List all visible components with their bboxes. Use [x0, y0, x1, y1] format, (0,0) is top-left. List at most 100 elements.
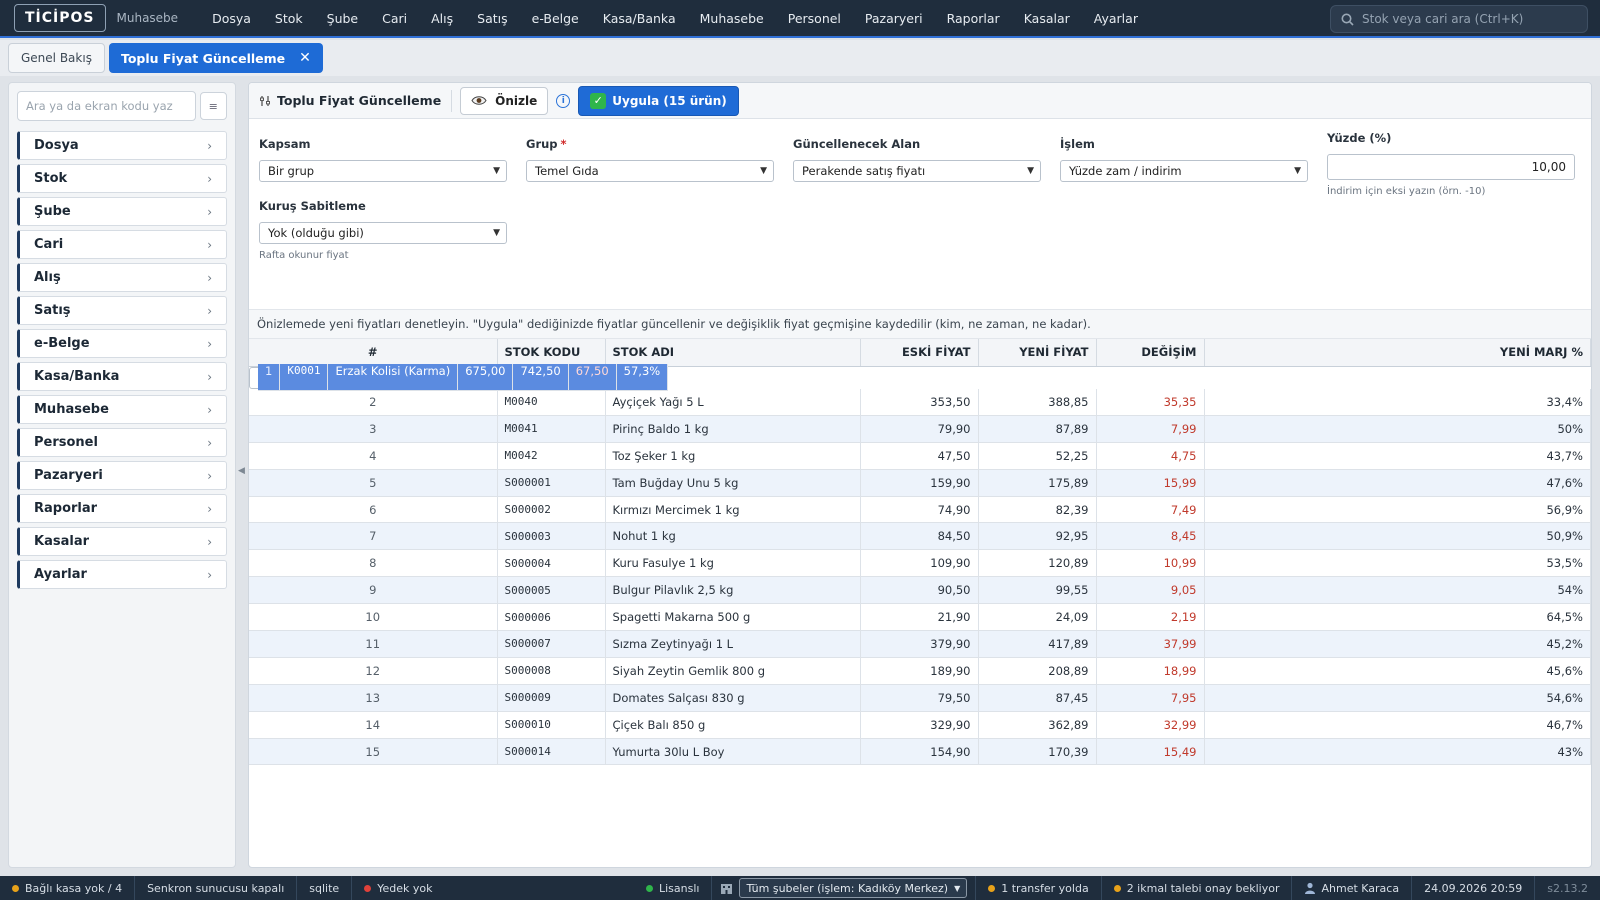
table-row[interactable]: 15 S000014 Yumurta 30lu L Boy 154,90 170,39 1…	[249, 738, 1591, 766]
sidebar-item-sube[interactable]: Şube ›	[17, 197, 227, 226]
col-index[interactable]: #	[249, 339, 498, 367]
close-icon[interactable]: ✕	[299, 50, 311, 66]
sidebar-item-dosya[interactable]: Dosya ›	[17, 131, 227, 160]
stock-name-cell: Pirinç Baldo 1 kg	[605, 415, 861, 443]
table-row[interactable]: 14 S000010 Çiçek Balı 850 g 329,90 362,89 32,…	[249, 711, 1591, 739]
table-row[interactable]: 7 S000003 Nohut 1 kg 84,50 92,95 8,45 50,9%	[249, 522, 1591, 551]
table-row[interactable]: 9 S000005 Bulgur Pilavlık 2,5 kg 90,50 99,55…	[249, 576, 1591, 605]
table-row[interactable]: 4 M0042 Toz Şeker 1 kg 47,50 52,25 4,75 43,7%	[249, 442, 1591, 470]
sidebar-item-kasalar[interactable]: Kasalar ›	[17, 527, 227, 556]
row-index-cell: 10	[249, 603, 498, 632]
main-menu: Dosya Stok Şube Cari Alış Satış e-Belge Kasa/Ba…	[200, 11, 1150, 26]
col-change[interactable]: DEĞİŞİM	[1096, 339, 1205, 367]
stock-name-cell: Tam Buğday Unu 5 kg	[605, 469, 861, 497]
col-new-margin[interactable]: YENİ MARJ %	[1204, 339, 1591, 367]
table-row[interactable]: 1 K0001 Erzak Kolisi (Karma) 675,00 742,50 67…	[249, 364, 669, 391]
sidebar-item-cari[interactable]: Cari ›	[17, 230, 227, 259]
sidebar-item-e-belge[interactable]: e-Belge ›	[17, 329, 227, 358]
menu-item-kasalar[interactable]: Kasalar	[1023, 10, 1070, 26]
new-margin-cell: 47,6%	[1204, 469, 1591, 497]
table-row[interactable]: 13 S000009 Domates Salçası 830 g 79,50 87,45…	[249, 684, 1591, 712]
group-select[interactable]: Temel Gıda ▼	[526, 160, 774, 182]
table-row[interactable]: 3 M0041 Pirinç Baldo 1 kg 79,90 87,89 7,99 50%	[249, 415, 1591, 443]
percent-input[interactable]	[1327, 154, 1575, 180]
status-backup[interactable]: Yedek yok	[352, 876, 444, 900]
old-price-cell: 79,50	[860, 684, 979, 712]
sidebar-item-muhasebe[interactable]: Muhasebe ›	[17, 395, 227, 424]
apply-button[interactable]: ✓ Uygula (15 ürün)	[578, 85, 739, 116]
col-old-price[interactable]: ESKİ FİYAT	[860, 339, 979, 367]
col-new-price[interactable]: YENİ FİYAT	[978, 339, 1097, 367]
new-price-cell: 120,89	[978, 549, 1097, 578]
menu-item-personel[interactable]: Personel	[787, 10, 841, 26]
toolbar: Toplu Fiyat Güncelleme Önizle i ✓ Uygula…	[249, 83, 1591, 119]
operation-select[interactable]: Yüzde zam / indirim ▼	[1060, 160, 1308, 182]
chevron-right-icon: ›	[207, 369, 212, 384]
branch-select[interactable]: Tüm şubeler (işlem: Kadıköy Merkez) ▼	[739, 878, 968, 898]
row-index-cell: 11	[249, 630, 498, 658]
table-row[interactable]: 5 S000001 Tam Buğday Unu 5 kg 159,90 175,89 1…	[249, 469, 1591, 497]
scope-select[interactable]: Bir grup ▼	[259, 160, 507, 182]
table-row[interactable]: 10 S000006 Spagetti Makarna 500 g 21,90 24,0…	[249, 603, 1591, 632]
tab-bulk-price-update[interactable]: Toplu Fiyat Güncelleme ✕	[108, 43, 323, 73]
info-icon[interactable]: i	[556, 93, 571, 108]
app-logo[interactable]: TİCİPOS	[14, 4, 106, 32]
sidebar-item-raporlar[interactable]: Raporlar ›	[17, 494, 227, 523]
collapse-sidebar-icon[interactable]: ◀	[238, 466, 245, 476]
filter-icon[interactable]: ≡	[199, 92, 227, 120]
sidebar-item-kasa-banka[interactable]: Kasa/Banka ›	[17, 362, 227, 391]
sidebar-item-personel[interactable]: Personel ›	[17, 428, 227, 457]
ok-dot-icon	[645, 884, 653, 892]
stock-code-cell: S000004	[497, 549, 606, 578]
table-row[interactable]: 8 S000004 Kuru Fasulye 1 kg 109,90 120,89 10,…	[249, 549, 1591, 578]
sidebar-item-pazaryeri[interactable]: Pazaryeri ›	[17, 461, 227, 490]
table-row[interactable]: 11 S000007 Sızma Zeytinyağı 1 L 379,90 417,8…	[249, 630, 1591, 658]
menu-item-cari[interactable]: Cari	[382, 10, 408, 26]
menu-item-raporlar[interactable]: Raporlar	[946, 10, 1000, 26]
preview-button[interactable]: Önizle	[460, 86, 549, 115]
sidebar-item-stok[interactable]: Stok ›	[17, 164, 227, 193]
sidebar-item-label: e-Belge	[34, 336, 90, 351]
new-margin-cell: 57,3%	[616, 364, 669, 391]
sidebar-item-satis[interactable]: Satış ›	[17, 296, 227, 325]
menu-item-stok[interactable]: Stok	[274, 10, 303, 26]
stock-name-cell: Spagetti Makarna 500 g	[605, 603, 861, 632]
new-margin-cell: 43%	[1204, 738, 1591, 766]
menu-item-sube[interactable]: Şube	[326, 10, 359, 26]
menu-item-dosya[interactable]: Dosya	[212, 10, 251, 26]
old-price-cell: 84,50	[860, 522, 979, 551]
preview-table: # STOK KODU STOK ADI ESKİ FİYAT YENİ FİY…	[249, 339, 1591, 766]
sidebar-search-input[interactable]	[17, 91, 196, 121]
status-datetime: 24.09.2026 20:59	[1412, 876, 1536, 900]
stock-name-cell: Kırmızı Mercimek 1 kg	[605, 496, 861, 524]
menu-item-ayarlar[interactable]: Ayarlar	[1093, 10, 1138, 26]
row-index-cell: 13	[249, 684, 498, 712]
global-search-input[interactable]	[1362, 12, 1582, 26]
menu-item-muhasebe[interactable]: Muhasebe	[699, 10, 764, 26]
table-row[interactable]: 2 M0040 Ayçiçek Yağı 5 L 353,50 388,85 35,35 3…	[249, 388, 1591, 416]
stock-name-cell: Erzak Kolisi (Karma)	[328, 364, 459, 391]
menu-item-e-belge[interactable]: e-Belge	[531, 10, 579, 26]
sidebar-item-alis[interactable]: Alış ›	[17, 263, 227, 292]
target-field-select[interactable]: Perakende satış fiyatı ▼	[793, 160, 1041, 182]
stock-name-cell: Ayçiçek Yağı 5 L	[605, 388, 861, 416]
status-transfer[interactable]: 1 transfer yolda	[976, 876, 1102, 900]
col-stock-code[interactable]: STOK KODU	[497, 339, 606, 367]
table-body: 1 K0001 Erzak Kolisi (Karma) 675,00 742,50 67…	[249, 364, 1591, 766]
menu-item-satis[interactable]: Satış	[477, 10, 508, 26]
rounding-select[interactable]: Yok (olduğu gibi) ▼	[259, 222, 507, 244]
tab-overview[interactable]: Genel Bakış	[8, 43, 105, 73]
status-user[interactable]: Ahmet Karaca	[1292, 876, 1413, 900]
menu-item-kasa-banka[interactable]: Kasa/Banka	[602, 10, 676, 26]
sidebar-item-label: Personel	[34, 435, 98, 450]
chevron-right-icon: ›	[207, 270, 212, 285]
status-supply[interactable]: 2 ikmal talebi onay bekliyor	[1102, 876, 1293, 900]
global-search[interactable]	[1330, 5, 1588, 33]
col-stock-name[interactable]: STOK ADI	[605, 339, 861, 367]
table-row[interactable]: 6 S000002 Kırmızı Mercimek 1 kg 74,90 82,39 7…	[249, 496, 1591, 524]
sidebar-item-ayarlar[interactable]: Ayarlar ›	[17, 560, 227, 589]
menu-item-alis[interactable]: Alış	[431, 10, 454, 26]
percent-field: Yüzde (%) İndirim için eksi yazın (örn. …	[1327, 131, 1575, 197]
table-row[interactable]: 12 S000008 Siyah Zeytin Gemlik 800 g 189,90…	[249, 657, 1591, 685]
menu-item-pazaryeri[interactable]: Pazaryeri	[864, 10, 923, 26]
